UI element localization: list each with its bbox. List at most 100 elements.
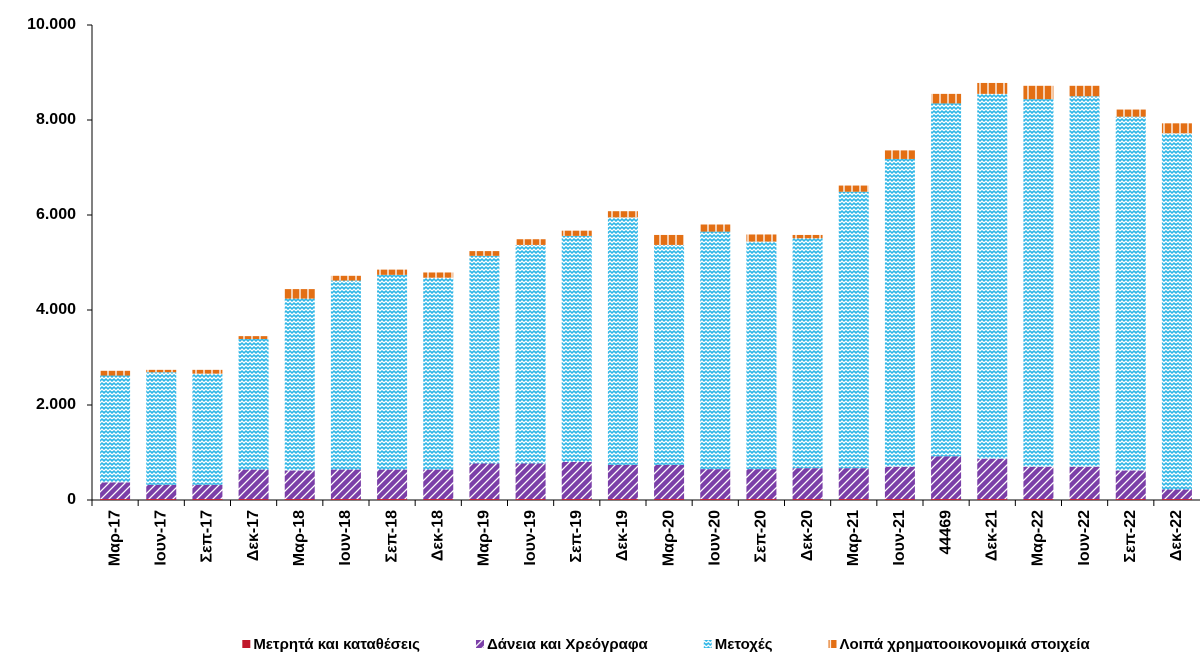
bar-segment [931, 499, 962, 500]
x-tick-label: Δεκ-18 [429, 510, 446, 561]
bar-segment [884, 158, 915, 467]
bar-segment [700, 469, 731, 500]
legend-label: Μετοχές [715, 636, 773, 653]
bar-segment [377, 269, 408, 275]
x-tick-label: Σεπ-18 [383, 510, 400, 563]
x-tick-label: Ιουν-19 [522, 510, 539, 566]
bar-segment [1023, 466, 1054, 500]
bar-segment [977, 458, 1008, 500]
y-tick-label: 8.000 [36, 111, 76, 128]
bar-segment [515, 499, 546, 500]
bar-segment [330, 280, 361, 470]
bar-segment [1115, 109, 1146, 117]
bar-segment [792, 234, 823, 239]
bar-segment [330, 275, 361, 281]
bar-segment [977, 82, 1008, 94]
x-tick-label: Ιουν-20 [706, 510, 723, 566]
bar-segment [700, 499, 731, 500]
legend-label: Μετρητά και καταθέσεις [253, 636, 420, 653]
bar-segment [977, 93, 1008, 459]
bar-segment [1115, 116, 1146, 471]
bar-segment [423, 272, 454, 278]
bar-segment [192, 499, 223, 500]
bar-segment [792, 468, 823, 500]
bar-segment [1023, 99, 1054, 467]
bar-segment [654, 244, 685, 465]
bar-segment [515, 244, 546, 464]
bar-segment [100, 375, 131, 483]
bar-segment [1161, 123, 1192, 134]
x-tick-label: Μαρ-22 [1030, 510, 1047, 566]
y-tick-label: 0 [67, 491, 76, 508]
bar-segment [746, 234, 777, 242]
bar-segment [469, 499, 500, 500]
x-tick-label: Ιουν-21 [891, 510, 908, 566]
x-tick-label: Δεκ-21 [983, 510, 1000, 561]
bar-segment [561, 499, 592, 500]
legend-swatch [242, 640, 251, 648]
bar-segment [146, 369, 177, 373]
bar-segment [284, 470, 315, 500]
bar-segment [561, 462, 592, 500]
x-tick-label: Ιουν-22 [1076, 510, 1093, 566]
bar-segment [607, 211, 638, 218]
bar-segment [1161, 499, 1192, 500]
bar-segment [192, 369, 223, 374]
x-tick-label: Ιουν-17 [152, 510, 169, 566]
bar-segment [884, 150, 915, 159]
bar-segment [469, 251, 500, 256]
bar-segment [792, 238, 823, 469]
x-tick-label: Δεκ-22 [1168, 510, 1185, 561]
bar-segment [1115, 470, 1146, 500]
bar-segment [377, 274, 408, 470]
bar-segment [146, 499, 177, 500]
legend-swatch [828, 640, 837, 648]
bar-segment [1115, 499, 1146, 500]
legend-label: Δάνεια και Χρεόγραφα [487, 636, 649, 653]
bar-segment [931, 456, 962, 500]
bar-segment [192, 373, 223, 485]
x-tick-label: Δεκ-17 [245, 510, 262, 561]
bar-segment [1023, 85, 1054, 100]
x-tick-label: Σεπ-17 [199, 510, 216, 563]
y-tick-label: 10.000 [27, 16, 76, 33]
bar-segment [931, 103, 962, 457]
bar-segment [700, 231, 731, 470]
bar-segment [238, 338, 269, 470]
bar-segment [1069, 96, 1100, 467]
bar-segment [146, 484, 177, 500]
bar-segment [469, 463, 500, 500]
bar-segment [1069, 85, 1100, 97]
x-tick-label: Μαρ-20 [660, 510, 677, 566]
legend-swatch [475, 640, 484, 648]
x-tick-label: Μαρ-18 [291, 510, 308, 566]
bar-segment [884, 499, 915, 500]
x-tick-label: Δεκ-19 [614, 510, 631, 561]
bar-segment [515, 463, 546, 500]
x-tick-label: Ιουν-18 [337, 510, 354, 566]
bar-segment [977, 499, 1008, 500]
bar-segment [838, 191, 869, 469]
bar-segment [238, 469, 269, 500]
bar-segment [377, 499, 408, 500]
bar-segment [469, 255, 500, 464]
bar-segment [884, 466, 915, 500]
bar-segment [515, 239, 546, 245]
x-tick-label: Μαρ-21 [845, 510, 862, 566]
bar-segment [1069, 499, 1100, 500]
bar-segment [100, 370, 131, 376]
y-tick-label: 4.000 [36, 301, 76, 318]
bar-segment [377, 469, 408, 500]
bar-segment [746, 499, 777, 500]
bar-segment [284, 499, 315, 500]
bar-segment [423, 469, 454, 500]
bar-segment [1023, 499, 1054, 500]
bar-segment [931, 93, 962, 104]
bar-segment [100, 482, 131, 500]
bar-segment [838, 185, 869, 192]
legend-label: Λοιπά χρηματοοικονομικά στοιχεία [840, 636, 1091, 653]
bar-segment [284, 289, 315, 299]
bar-segment [792, 499, 823, 500]
bar-segment [192, 484, 223, 500]
legend: Μετρητά και καταθέσεις Δάνεια και Χρεόγρα… [242, 636, 1090, 653]
